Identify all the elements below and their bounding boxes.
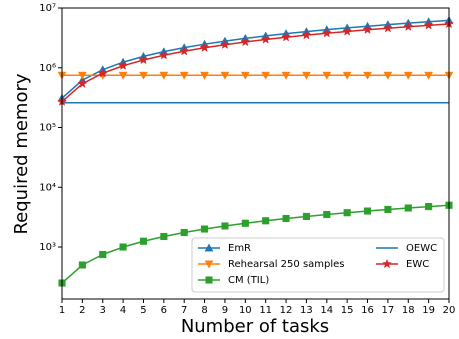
legend-label: EWC [406,259,429,270]
marker [139,237,148,245]
marker [77,71,87,80]
marker [282,214,290,223]
y-axis-label: Required memory [11,73,32,234]
marker [199,42,210,52]
marker [160,232,168,241]
marker [404,204,412,212]
marker [220,71,230,80]
legend-marker [382,258,392,269]
legend-label: OEWC [406,243,437,254]
plot-frame [61,7,450,300]
marker [321,28,332,38]
marker [118,60,129,70]
legend-marker [205,276,213,284]
y-tick-label: 10⁶ [39,63,56,74]
marker [262,217,270,225]
marker [118,71,128,80]
marker [342,26,353,36]
y-tick-label: 10⁴ [39,182,56,193]
x-tick-label: 12 [280,305,293,316]
marker [301,71,311,80]
x-tick-label: 3 [100,305,106,316]
marker [281,71,291,80]
x-tick-label: 6 [161,305,167,316]
marker [179,46,190,56]
marker [180,228,188,237]
marker [159,71,169,80]
y-tick-label: 10³ [39,242,56,253]
x-tick-label: 19 [422,305,435,316]
marker [221,222,229,230]
marker [261,71,271,80]
x-tick-label: 5 [140,305,146,316]
marker [363,207,372,215]
marker [99,250,107,259]
marker [281,32,292,42]
marker [119,243,127,251]
marker [240,71,250,80]
marker [260,34,271,44]
marker [201,225,209,233]
marker [423,20,434,30]
marker [403,21,414,31]
legend-marker [204,243,214,252]
legend-box [191,237,445,293]
marker [179,71,189,80]
x-tick-label: 14 [320,305,333,316]
x-tick-label: 16 [361,305,374,316]
marker [384,205,392,214]
marker [138,54,149,65]
x-tick-label: 15 [341,305,354,316]
marker [424,71,434,80]
x-axis-label: Number of tasks [181,316,329,337]
marker [302,212,310,220]
marker [403,71,413,80]
marker [343,209,351,217]
x-tick-label: 20 [443,305,456,316]
legend-marker [204,260,214,269]
marker [301,29,312,40]
marker [240,36,251,47]
marker [383,71,393,80]
marker [323,210,331,219]
marker [200,71,210,80]
marker [97,68,108,78]
x-tick-label: 13 [300,305,313,316]
legend-label: CM (TIL) [228,275,269,286]
x-tick-label: 11 [259,305,272,316]
marker [78,261,86,269]
marker [241,219,249,227]
series-line [61,19,450,99]
y-tick-label: 10⁷ [39,3,56,14]
x-tick-label: 10 [239,305,252,316]
marker [158,50,169,60]
marker [77,78,88,88]
x-tick-label: 7 [181,305,187,316]
marker [322,71,332,80]
x-tick-label: 1 [59,305,65,316]
x-tick-label: 18 [402,305,415,316]
x-tick-label: 4 [120,305,126,316]
marker [425,203,433,211]
x-tick-label: 8 [201,305,207,316]
marker [139,71,148,80]
marker [363,71,372,80]
x-tick-label: 9 [222,305,228,316]
legend-label: EmR [228,243,251,254]
marker [362,24,373,34]
marker [342,71,352,80]
marker [219,39,230,49]
x-tick-label: 2 [79,305,85,316]
y-tick-label: 10⁵ [39,123,56,134]
marker [382,23,393,33]
legend-label: Rehearsal 250 samples [228,259,345,270]
x-tick-label: 17 [382,305,395,316]
